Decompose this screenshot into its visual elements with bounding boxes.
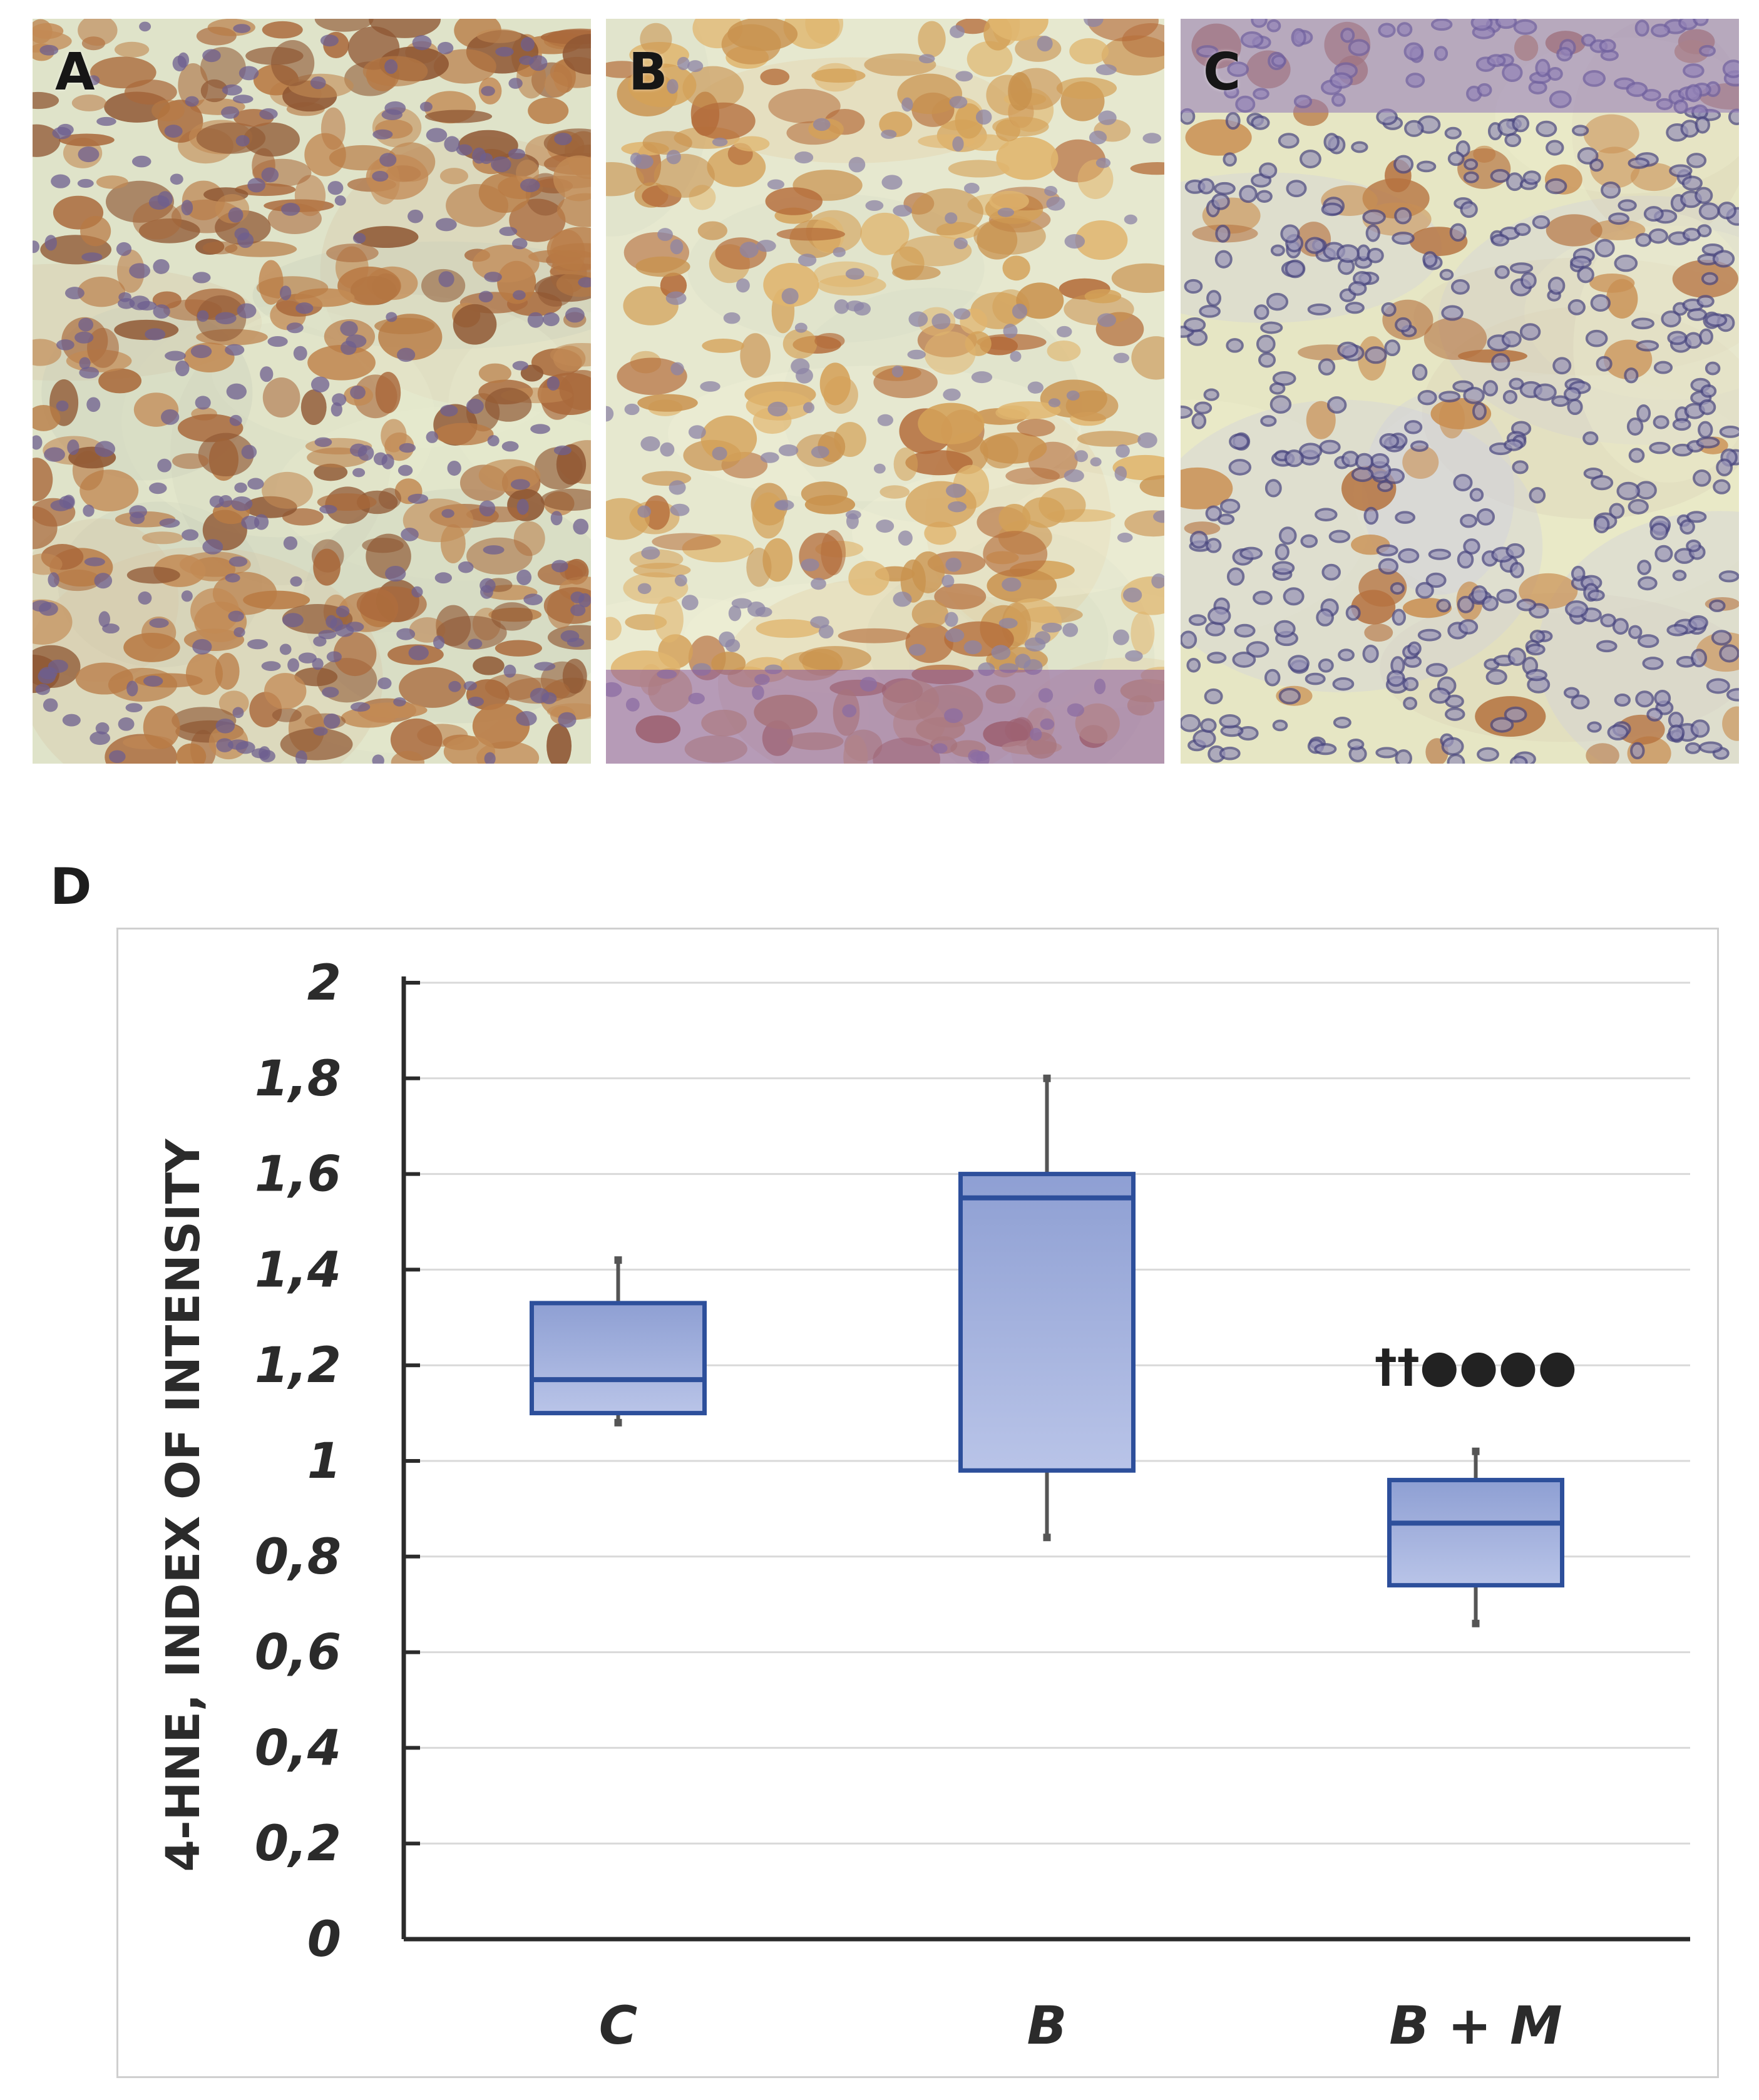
panel-letter-c: C bbox=[1203, 43, 1241, 102]
significance-annotation: ††●●●● bbox=[1375, 1339, 1577, 1392]
y-tick-label: 0,4 bbox=[255, 1720, 341, 1776]
box-3: ††●●●● bbox=[1375, 1339, 1577, 1627]
y-tick-label: 1,4 bbox=[255, 1242, 341, 1298]
micrograph-b-image bbox=[606, 19, 1164, 764]
x-category-label: C bbox=[599, 1995, 638, 2056]
box-1 bbox=[530, 1256, 707, 1426]
whisker-cap-max bbox=[1472, 1447, 1480, 1455]
panel-letter-a: A bbox=[55, 43, 95, 102]
y-tick-label: 1,6 bbox=[255, 1147, 341, 1203]
micrograph-a-image bbox=[33, 19, 591, 764]
micrograph-c-image bbox=[1181, 19, 1739, 764]
micrograph-panel-c: C bbox=[1181, 19, 1739, 764]
box-body bbox=[1387, 1478, 1564, 1588]
whisker-cap-min bbox=[614, 1418, 622, 1426]
panel-letter-d: D bbox=[50, 858, 92, 916]
y-tick-label: 1 bbox=[307, 1433, 341, 1490]
x-category-label: B bbox=[1027, 1995, 1067, 2056]
box-2 bbox=[958, 1074, 1136, 1542]
x-category-label: B + M bbox=[1389, 1995, 1562, 2056]
y-tick-label: 0,8 bbox=[255, 1529, 341, 1585]
y-tick-label: 0,2 bbox=[255, 1816, 341, 1872]
y-tick-labels: 0 0,2 0,4 0,6 0,8 1 1,2 1,4 1,6 1,8 2 bbox=[255, 955, 341, 1968]
panel-letter-b: B bbox=[628, 43, 668, 102]
y-axis-title: 4-HNE, INDEX OF INTENSITY bbox=[156, 1138, 210, 1872]
whisker-cap-min bbox=[1472, 1619, 1480, 1627]
boxes: ††●●●● bbox=[530, 1074, 1577, 1627]
axes bbox=[401, 976, 1690, 1942]
y-tick-label: 0 bbox=[307, 1912, 341, 1968]
whisker-cap-min bbox=[1043, 1534, 1051, 1542]
y-tick-label: 1,8 bbox=[255, 1051, 341, 1107]
y-tick-label: 1,2 bbox=[255, 1338, 341, 1394]
micrograph-panel-b: B bbox=[606, 19, 1164, 764]
micrograph-panel-a: A bbox=[33, 19, 591, 764]
y-tick-label: 2 bbox=[307, 955, 341, 1012]
whisker-cap-max bbox=[1043, 1074, 1051, 1082]
category-labels: C B B + M bbox=[599, 1995, 1562, 2056]
box-body bbox=[530, 1301, 707, 1416]
y-tick-label: 0,6 bbox=[255, 1625, 341, 1681]
box-body bbox=[958, 1172, 1136, 1473]
whisker-cap-max bbox=[614, 1256, 622, 1264]
